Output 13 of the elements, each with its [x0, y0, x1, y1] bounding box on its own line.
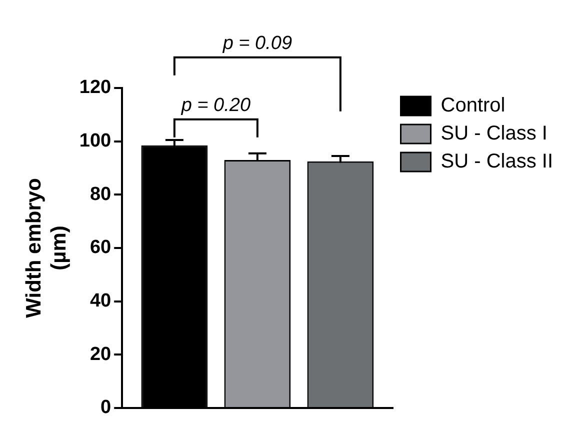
y-tick-label: 60 — [90, 237, 112, 258]
y-tick-label: 20 — [90, 344, 112, 365]
text: p = 0.09 — [222, 33, 292, 54]
legend-label: SU - Class II — [440, 150, 554, 173]
y-tick-label: 80 — [90, 184, 112, 205]
legend-label: SU - Class I — [440, 122, 548, 145]
y-tick-label: 120 — [79, 77, 112, 98]
legend-label: Control — [440, 94, 506, 117]
y-tick-label: 100 — [79, 130, 112, 152]
y-tick-label: 0 — [100, 397, 112, 418]
y-axis-title: Width embryo (µm) — [22, 178, 71, 318]
annotation: p = 0.20 — [180, 95, 251, 116]
y-tick-label: 40 — [90, 290, 112, 312]
